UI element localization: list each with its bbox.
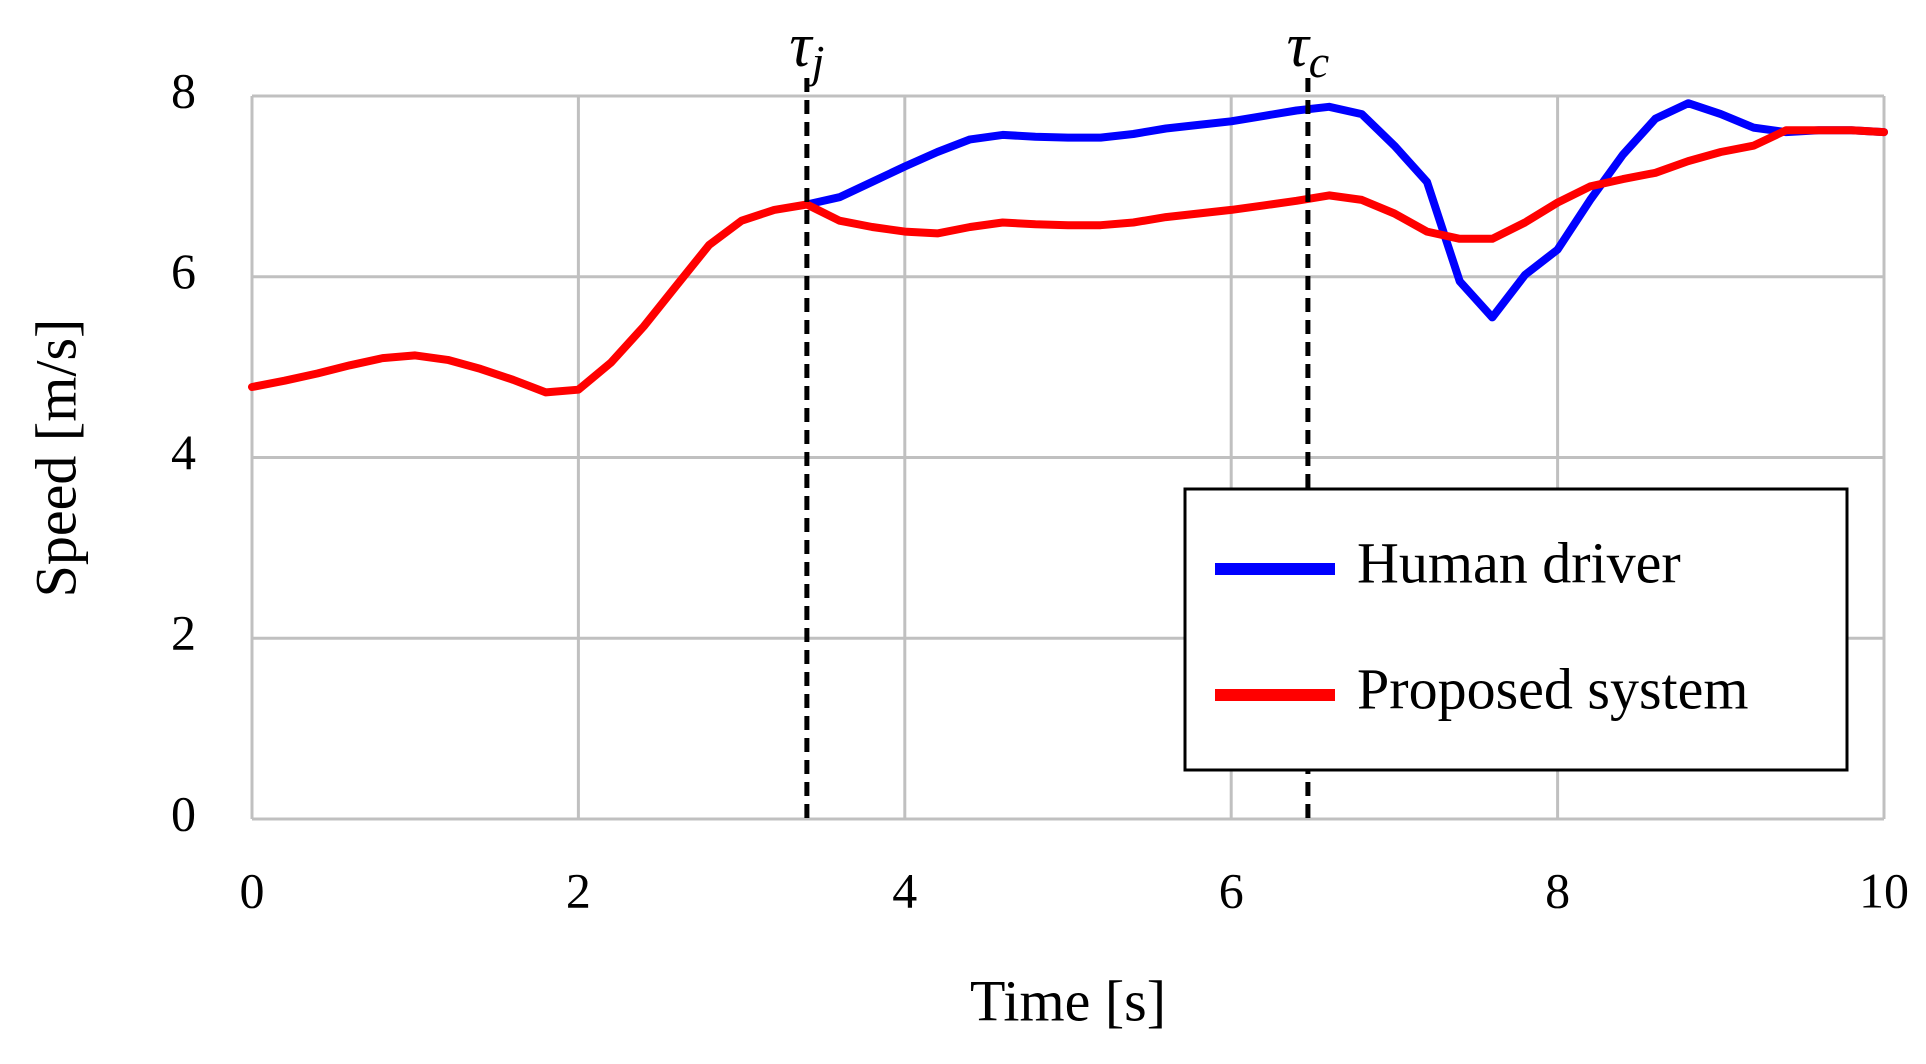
series-line [802, 99, 1888, 322]
x-tick-label: 4 [892, 862, 917, 918]
legend-label: Proposed system [1357, 656, 1749, 721]
y-tick-label: 2 [171, 605, 196, 661]
series-line [248, 126, 1888, 397]
legend-label: Human driver [1357, 530, 1681, 595]
y-tick-label: 8 [171, 62, 196, 118]
x-axis-title: Time [s] [970, 968, 1166, 1033]
annotation-symbol: τ [1287, 12, 1312, 80]
x-tick-label: 8 [1545, 862, 1570, 918]
annotation-label: τc [1287, 12, 1330, 86]
annotation-subscript: c [1309, 36, 1329, 87]
y-tick-label: 4 [171, 424, 196, 480]
x-tick-label: 2 [566, 862, 591, 918]
y-tick-label: 6 [171, 243, 196, 299]
y-axis-title: Speed [m/s] [23, 319, 88, 598]
x-tick-label: 6 [1219, 862, 1244, 918]
x-tick-label: 10 [1859, 862, 1909, 918]
annotation-symbol: τ [789, 12, 814, 80]
x-tick-label: 0 [240, 862, 265, 918]
legend-box [1183, 487, 1849, 772]
y-tick-label: 0 [171, 785, 196, 841]
annotation-subscript: j [807, 36, 825, 87]
annotation-label: τj [789, 12, 824, 86]
